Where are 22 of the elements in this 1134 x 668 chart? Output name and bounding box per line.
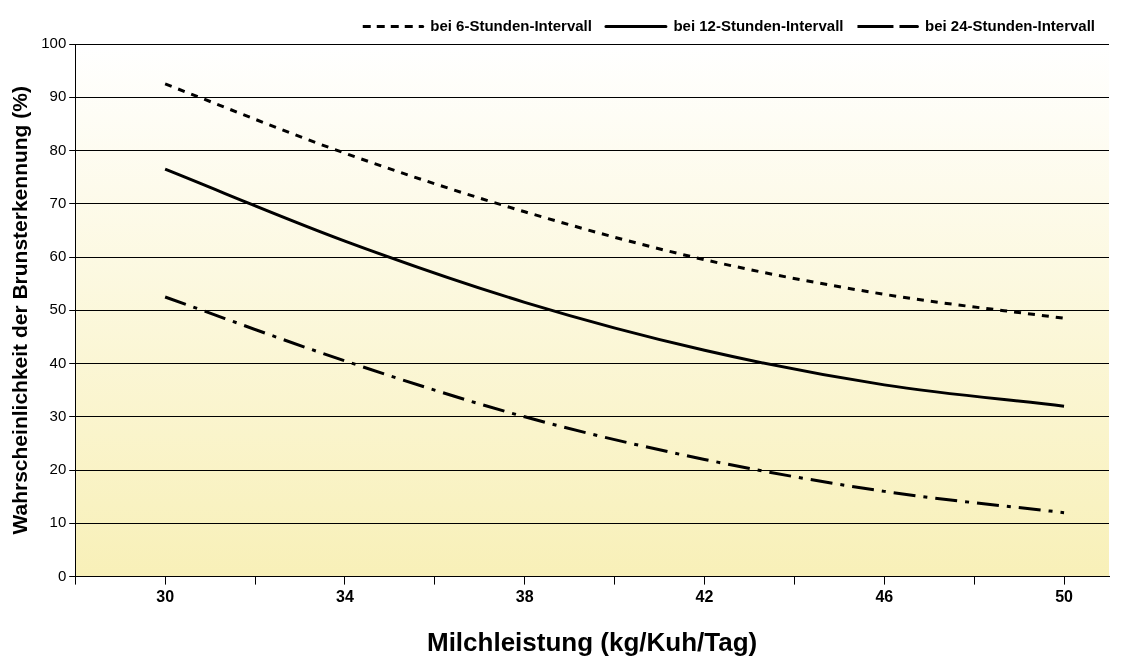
x-tick-label: 38 bbox=[515, 587, 534, 605]
y-tick-label: 40 bbox=[49, 353, 67, 371]
y-tick-label: 90 bbox=[49, 87, 67, 105]
x-tick-label: 50 bbox=[1055, 587, 1074, 605]
y-tick-label: 0 bbox=[57, 566, 67, 584]
y-tick-label: 30 bbox=[49, 406, 67, 424]
x-tick-label: 34 bbox=[336, 587, 354, 605]
y-tick-label: 60 bbox=[49, 247, 67, 265]
legend-label: bei 24-Stunden-Intervall bbox=[924, 16, 1096, 34]
y-tick-label: 80 bbox=[49, 140, 67, 158]
legend-label: bei 12-Stunden-Intervall bbox=[673, 16, 844, 34]
y-axis-title: Wahrscheinlichkeit der Brunsterkennung (%) bbox=[8, 86, 32, 535]
x-axis-title: Milchleistung (kg/Kuh/Tag) bbox=[426, 626, 758, 657]
y-tick-label: 100 bbox=[41, 34, 67, 52]
x-tick-label: 42 bbox=[695, 587, 714, 605]
y-tick-label: 70 bbox=[49, 193, 67, 211]
y-tick-label: 50 bbox=[49, 300, 67, 318]
x-tick-label: 46 bbox=[875, 587, 894, 605]
y-tick-label: 20 bbox=[49, 460, 67, 478]
legend-label: bei 6-Stunden-Intervall bbox=[430, 16, 592, 34]
x-tick-label: 30 bbox=[156, 587, 175, 605]
y-tick-label: 10 bbox=[49, 513, 67, 531]
